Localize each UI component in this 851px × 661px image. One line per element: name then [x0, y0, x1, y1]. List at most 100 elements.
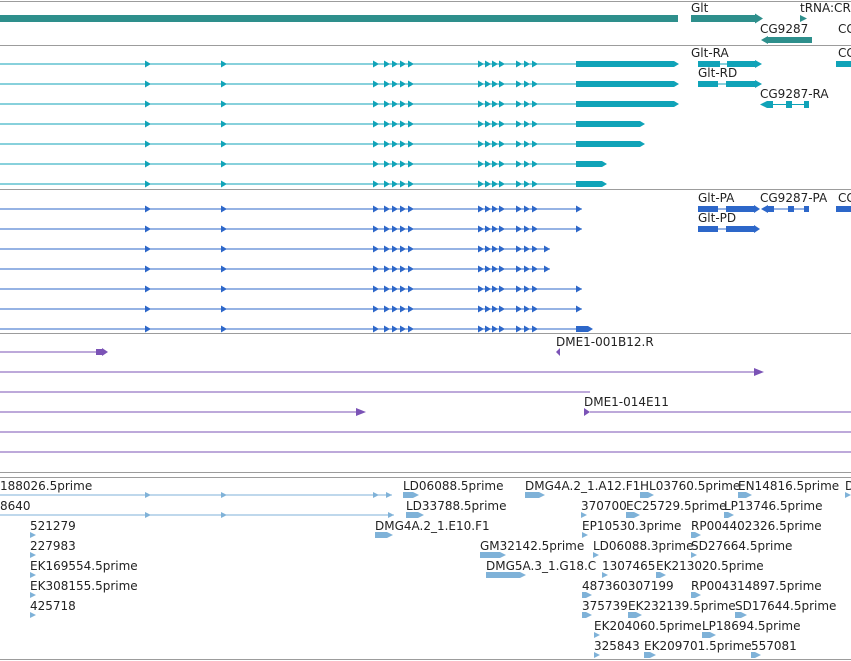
mrna-transcript-1[interactable] — [0, 60, 679, 68]
mrna-transcript-5[interactable] — [0, 140, 645, 148]
est-feature[interactable] — [593, 552, 599, 558]
cds-transcript-5[interactable] — [0, 285, 582, 293]
cds-transcript-4[interactable] — [0, 265, 550, 273]
cds-feature-cg9287-pa[interactable] — [761, 205, 809, 213]
strand-arrow — [492, 160, 498, 168]
est-feature[interactable] — [581, 512, 587, 518]
strand-arrow — [478, 60, 484, 68]
mrna-transcript-7[interactable] — [0, 180, 607, 188]
clone-read-1[interactable] — [0, 348, 108, 356]
est-feature[interactable] — [656, 572, 666, 578]
clone-read-4[interactable] — [0, 408, 366, 416]
strand-arrow — [373, 225, 379, 233]
est-feature[interactable] — [691, 552, 697, 558]
clone-read-001b12[interactable] — [556, 348, 560, 356]
est-feature[interactable] — [30, 552, 36, 558]
strand-arrow — [145, 100, 151, 108]
est-feature[interactable] — [582, 532, 588, 538]
est-feature[interactable] — [845, 492, 851, 498]
est-feature[interactable] — [30, 532, 36, 538]
strand-arrow — [392, 305, 398, 313]
mrna-transcript-3[interactable] — [0, 100, 679, 108]
mrna-transcript-6[interactable] — [0, 160, 607, 168]
mrna-feature-glt-ra[interactable] — [698, 60, 762, 68]
est-feature[interactable] — [406, 512, 424, 518]
est-feature[interactable] — [640, 492, 654, 498]
exon-end — [588, 326, 593, 332]
strand-arrow — [492, 140, 498, 148]
cds-transcript-2[interactable] — [0, 225, 582, 233]
mrna-transcript-2[interactable] — [0, 80, 679, 88]
strand-arrow — [485, 245, 491, 253]
strand-arrow — [408, 120, 414, 128]
est-feature[interactable] — [724, 512, 734, 518]
mrna-feature-cut[interactable] — [836, 61, 851, 67]
strand-arrow — [221, 205, 227, 213]
est-feature[interactable] — [738, 492, 752, 498]
clone-read-014e11[interactable] — [584, 408, 851, 416]
strand-arrow — [392, 245, 398, 253]
cds-feature-cut[interactable] — [836, 206, 851, 212]
strand-arrow — [499, 180, 505, 188]
est-feature[interactable] — [30, 612, 36, 618]
strand-arrow — [400, 120, 406, 128]
est-feature[interactable] — [30, 572, 36, 578]
est-feature[interactable] — [30, 592, 36, 598]
strand-arrow — [576, 305, 582, 313]
est-feature[interactable] — [594, 652, 600, 658]
strand-arrow — [221, 265, 227, 273]
strand-arrow — [384, 265, 390, 273]
est-long-read-1[interactable] — [0, 492, 392, 498]
est-feature[interactable] — [691, 592, 701, 598]
est-feature[interactable] — [626, 512, 640, 518]
est-feature[interactable] — [375, 532, 393, 538]
cds-transcript-1[interactable] — [0, 205, 582, 213]
strand-arrow — [516, 285, 522, 293]
strand-arrow — [524, 285, 530, 293]
est-feature[interactable] — [628, 612, 642, 618]
strand-arrow — [408, 140, 414, 148]
strand-arrow — [145, 245, 151, 253]
gene-feature-cg9287[interactable] — [761, 36, 812, 44]
est-feature[interactable] — [480, 552, 506, 558]
cds-transcript-3[interactable] — [0, 245, 550, 253]
est-feature[interactable] — [602, 572, 608, 578]
gene-feature-trna[interactable] — [800, 15, 807, 22]
est-label: EK209701.5prime — [644, 639, 752, 653]
est-feature[interactable] — [735, 612, 747, 618]
est-feature[interactable] — [594, 632, 600, 638]
mrna-feature-cg9287-ra[interactable] — [760, 101, 809, 108]
est-feature[interactable] — [751, 652, 761, 658]
strand-arrow — [384, 100, 390, 108]
est-feature[interactable] — [691, 532, 701, 538]
est-feature[interactable] — [525, 492, 545, 498]
est-long-read-2[interactable] — [0, 512, 394, 518]
est-feature[interactable] — [486, 572, 526, 578]
strand-arrow — [478, 265, 484, 273]
strand-arrow — [145, 160, 151, 168]
gene-feature-left[interactable] — [0, 15, 678, 22]
cds-transcript-7[interactable] — [0, 325, 593, 333]
cds-feature-glt-pd[interactable] — [698, 225, 760, 233]
strand-arrow — [384, 120, 390, 128]
mrna-transcript-4[interactable] — [0, 120, 645, 128]
strand-arrow — [221, 285, 227, 293]
strand-arrow — [499, 265, 505, 273]
cds-feature-glt-pa[interactable] — [698, 205, 760, 213]
est-feature[interactable] — [582, 612, 592, 618]
est-feature[interactable] — [644, 652, 656, 658]
exon-block — [576, 61, 674, 67]
strand-arrow — [384, 325, 390, 333]
clone-read-2[interactable] — [0, 368, 764, 376]
gene-feature-glt[interactable] — [691, 13, 763, 24]
strand-arrow — [373, 80, 379, 88]
strand-arrow — [532, 160, 538, 168]
cds-transcript-6[interactable] — [0, 305, 582, 313]
strand-arrow — [384, 245, 390, 253]
est-feature[interactable] — [582, 592, 592, 598]
est-feature[interactable] — [403, 492, 419, 498]
est-feature[interactable] — [702, 632, 716, 638]
strand-arrow — [524, 140, 530, 148]
mrna-feature-glt-rd[interactable] — [698, 80, 762, 88]
strand-arrow — [373, 245, 379, 253]
